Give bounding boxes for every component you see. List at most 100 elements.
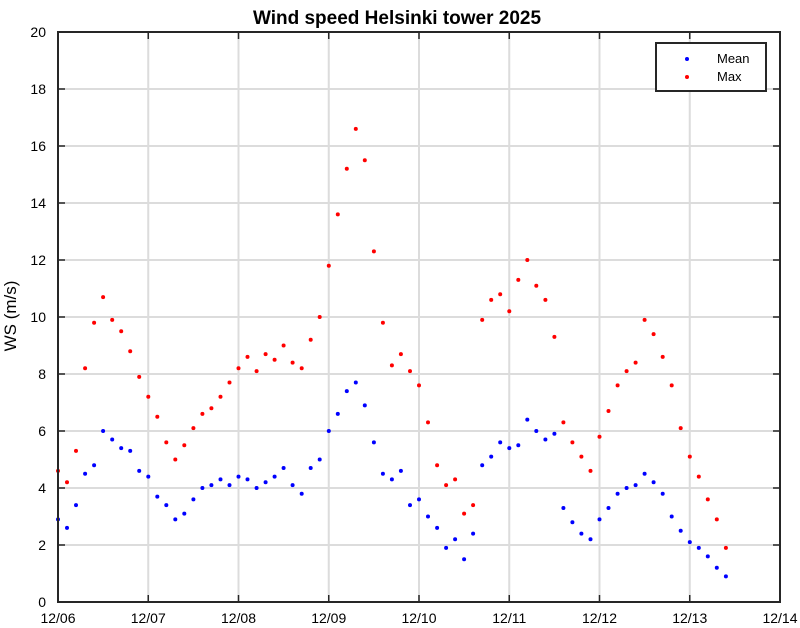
mean-point — [408, 503, 412, 508]
max-point — [507, 309, 512, 314]
mean-point — [92, 463, 97, 468]
mean-point — [633, 483, 638, 488]
mean-point — [570, 520, 575, 525]
max-point — [435, 463, 440, 468]
mean-point — [128, 448, 133, 453]
max-point — [408, 369, 412, 374]
legend-max-marker — [685, 75, 689, 79]
max-point — [83, 366, 88, 371]
x-tick-label: 12/07 — [131, 610, 166, 626]
mean-point — [624, 486, 629, 490]
mean-point — [281, 466, 286, 470]
max-point — [317, 315, 322, 319]
max-point — [398, 352, 403, 357]
max-point — [624, 369, 629, 374]
x-tick-label: 12/11 — [492, 610, 526, 626]
max-point — [471, 503, 476, 508]
mean-point — [507, 446, 512, 451]
mean-point — [182, 511, 187, 516]
mean-point — [119, 446, 124, 451]
mean-point — [426, 514, 430, 519]
mean-point — [561, 506, 566, 510]
max-point — [444, 483, 449, 488]
y-axis-label: WS (m/s) — [1, 281, 20, 352]
max-point — [642, 317, 647, 322]
mean-point — [236, 474, 241, 479]
max-point — [155, 414, 160, 419]
max-point — [498, 292, 503, 297]
series-max — [56, 126, 728, 550]
mean-point — [642, 471, 647, 476]
mean-point — [290, 483, 295, 488]
max-point — [227, 380, 232, 385]
y-tick-label: 14 — [30, 195, 46, 211]
x-tick-label: 12/14 — [762, 610, 797, 626]
max-point — [462, 511, 467, 516]
mean-point — [579, 531, 584, 536]
max-point — [417, 383, 421, 388]
y-tick-label: 12 — [30, 252, 46, 268]
mean-point — [615, 491, 620, 496]
max-point — [633, 360, 638, 365]
max-point — [182, 443, 187, 448]
legend-box — [655, 42, 767, 92]
mean-point — [489, 454, 494, 459]
mean-point — [344, 389, 349, 394]
y-tick-label: 18 — [30, 81, 46, 97]
x-tick-label: 12/06 — [40, 610, 75, 626]
y-tick-label: 0 — [38, 594, 46, 610]
max-point — [335, 212, 340, 217]
max-point — [353, 126, 358, 131]
mean-point — [705, 554, 710, 559]
max-point — [705, 497, 710, 502]
y-tick-label: 8 — [38, 366, 46, 382]
mean-point — [534, 429, 539, 433]
max-point — [164, 440, 169, 445]
mean-point — [606, 506, 611, 510]
legend-mean-label: Mean — [717, 51, 750, 66]
mean-point — [380, 471, 385, 476]
mean-point — [714, 565, 719, 570]
mean-point — [83, 471, 88, 476]
mean-point — [191, 497, 196, 502]
legend: Mean Max — [655, 42, 767, 92]
mean-point — [299, 491, 304, 496]
max-point — [579, 454, 584, 459]
max-point — [552, 334, 557, 339]
max-point — [669, 383, 674, 388]
max-point — [561, 420, 566, 425]
mean-point — [723, 574, 728, 579]
max-point — [92, 320, 97, 325]
y-tick-label: 20 — [30, 24, 46, 40]
mean-point — [498, 440, 503, 445]
legend-max-label: Max — [717, 69, 742, 84]
max-point — [110, 317, 115, 322]
max-point — [371, 249, 376, 254]
mean-point — [696, 545, 701, 550]
mean-point — [245, 477, 250, 482]
mean-point — [326, 429, 331, 433]
y-tick-label: 10 — [30, 309, 46, 325]
max-point — [344, 166, 349, 171]
mean-point — [389, 477, 394, 482]
max-point — [489, 297, 494, 302]
max-point — [534, 283, 539, 288]
max-point — [426, 420, 430, 425]
mean-point — [65, 525, 69, 530]
max-point — [326, 263, 331, 268]
max-point — [146, 394, 151, 399]
mean-point — [272, 474, 277, 479]
max-point — [723, 545, 728, 550]
mean-point — [453, 537, 458, 542]
max-point — [615, 383, 620, 388]
mean-point — [678, 528, 683, 533]
max-point — [516, 277, 521, 282]
max-point — [389, 363, 394, 368]
max-point — [200, 411, 205, 416]
max-point — [281, 343, 286, 348]
mean-point — [173, 517, 178, 522]
max-point — [714, 517, 719, 522]
mean-point — [398, 468, 403, 473]
